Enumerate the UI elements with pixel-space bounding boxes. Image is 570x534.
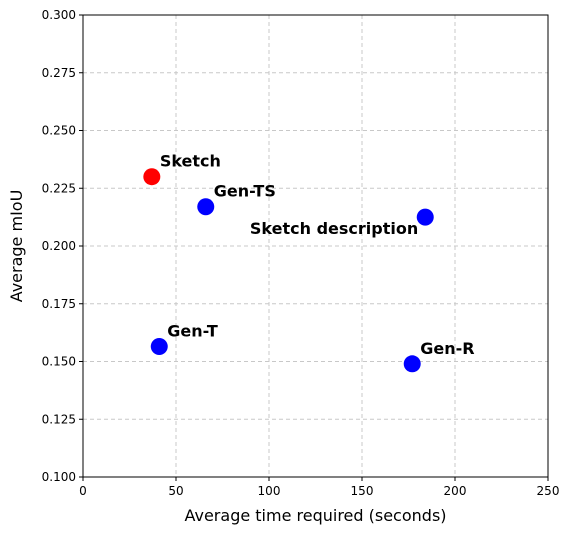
- y-tick-label: 0.150: [42, 355, 76, 369]
- point-label: Gen-T: [167, 321, 218, 340]
- point-label: Gen-R: [420, 339, 474, 358]
- point-label: Gen-TS: [214, 182, 276, 201]
- y-tick-label: 0.275: [42, 66, 76, 80]
- y-tick-label: 0.175: [42, 297, 76, 311]
- data-point: [150, 337, 168, 355]
- y-tick-label: 0.300: [42, 8, 76, 22]
- data-point: [416, 208, 434, 226]
- y-tick-label: 0.250: [42, 124, 76, 138]
- grid: [83, 15, 548, 477]
- data-point: [143, 168, 161, 186]
- y-tick-label: 0.225: [42, 181, 76, 195]
- y-tick-label: 0.125: [42, 412, 76, 426]
- x-tick-label: 100: [258, 484, 281, 498]
- x-axis-label: Average time required (seconds): [184, 506, 446, 525]
- x-tick-label: 0: [79, 484, 87, 498]
- point-label: Sketch description: [250, 219, 418, 238]
- point-labels: Sketch Gen-TS Sketch description Gen-T Gen-R: [160, 152, 475, 358]
- data-point: [197, 198, 215, 216]
- data-point: [403, 355, 421, 373]
- x-tick-label: 150: [351, 484, 374, 498]
- x-tick-label: 250: [537, 484, 560, 498]
- point-label: Sketch: [160, 152, 221, 171]
- data-points: [143, 168, 434, 373]
- y-axis-label: Average mIoU: [7, 190, 26, 303]
- plot-frame: [82, 14, 549, 478]
- x-tick-label: 200: [444, 484, 467, 498]
- axis-ticks: 0 50 100 150 200 250 0.100 0.125 0.150 0.175 0.200…: [42, 8, 560, 498]
- y-tick-label: 0.200: [42, 239, 76, 253]
- y-tick-label: 0.100: [42, 470, 76, 484]
- x-tick-label: 50: [168, 484, 183, 498]
